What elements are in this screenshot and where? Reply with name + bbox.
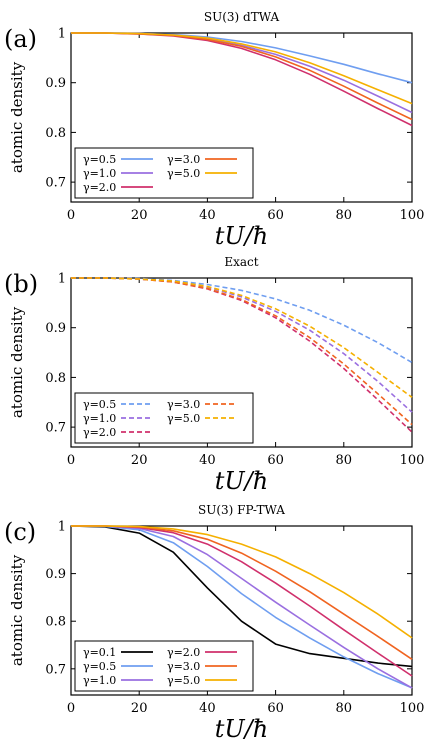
y-tick-label: 0.9 <box>45 567 66 582</box>
legend-entry-label: γ=1.0 <box>83 412 116 425</box>
y-tick-label: 0.8 <box>45 371 66 386</box>
y-tick-label: 1 <box>58 272 66 287</box>
legend-entry-label: γ=3.0 <box>167 153 200 166</box>
y-tick-label: 1 <box>58 520 66 535</box>
x-tick-label: 60 <box>267 453 284 468</box>
panel-label: (b) <box>4 270 38 298</box>
series-line-0 <box>70 525 413 668</box>
y-axis-label: atomic density <box>8 306 26 418</box>
y-tick-label: 0.7 <box>45 176 66 191</box>
legend-entry-label: γ=0.5 <box>83 153 116 166</box>
legend-entry-label: γ=2.0 <box>167 646 200 659</box>
legend-entry-label: γ=5.0 <box>167 412 200 425</box>
panel-label: (a) <box>4 25 37 53</box>
panel-1: 0 20 40 60 80 100 0.7 0.8 0.9 1 (b) Exact atomic den… <box>4 255 424 495</box>
y-tick-label: 1 <box>58 27 66 42</box>
x-tick-label: 40 <box>199 208 216 223</box>
legend-entry-label: γ=1.0 <box>83 674 116 687</box>
x-tick-label: 0 <box>67 208 75 223</box>
y-tick-label: 0.9 <box>45 321 66 336</box>
panel-2: 0 20 40 60 80 100 0.7 0.8 0.9 1 (c) SU(3) FP-TWA ato… <box>4 503 424 743</box>
x-tick-label: 100 <box>400 701 425 716</box>
legend-entry-label: γ=0.5 <box>83 660 116 673</box>
legend-entry-label: γ=0.1 <box>83 646 116 659</box>
y-tick-label: 0.8 <box>45 126 66 141</box>
y-tick-label: 0.8 <box>45 615 66 630</box>
legend-entry-label: γ=3.0 <box>167 660 200 673</box>
y-tick-label: 0.7 <box>45 421 66 436</box>
series-line-0 <box>71 32 413 84</box>
legend: γ=0.5γ=1.0γ=2.0 γ=3.0γ=5.0 <box>74 392 254 444</box>
x-tick-label: 80 <box>336 208 353 223</box>
legend: γ=0.1γ=0.5γ=1.0 γ=2.0γ=3.0γ=5.0 <box>74 640 254 692</box>
x-tick-label: 0 <box>67 701 75 716</box>
x-tick-label: 0 <box>67 453 75 468</box>
legend: γ=0.5γ=1.0γ=2.0 γ=3.0γ=5.0 <box>74 147 254 199</box>
x-tick-label: 20 <box>131 701 148 716</box>
x-tick-label: 80 <box>336 453 353 468</box>
x-tick-label: 40 <box>199 453 216 468</box>
x-tick-label: 100 <box>400 453 425 468</box>
plot-frame <box>70 525 413 696</box>
series-line-1 <box>70 525 413 689</box>
x-tick-label: 60 <box>267 208 284 223</box>
panel-title: Exact <box>224 255 258 269</box>
x-tick-label: 60 <box>267 701 284 716</box>
panel-0: 0 20 40 60 80 100 0.7 0.8 0.9 1 (a) SU(3) dTWA atomi… <box>4 10 424 250</box>
y-tick-label: 0.9 <box>45 76 66 91</box>
plot-frame <box>70 32 413 203</box>
x-tick-label: 100 <box>400 208 425 223</box>
legend-entry-label: γ=1.0 <box>83 167 116 180</box>
series-line-5 <box>71 525 413 639</box>
y-axis-label: atomic density <box>8 61 26 173</box>
plot-frame <box>70 277 413 448</box>
panel-label: (c) <box>4 518 36 546</box>
legend-entry-label: γ=5.0 <box>167 674 200 687</box>
series-line-4 <box>71 277 413 398</box>
legend-entry-label: γ=3.0 <box>167 398 200 411</box>
x-tick-label: 20 <box>131 453 148 468</box>
series-line-0 <box>71 277 413 364</box>
panel-title: SU(3) dTWA <box>204 10 280 24</box>
legend-entry-label: γ=2.0 <box>83 426 116 439</box>
x-tick-label: 40 <box>199 701 216 716</box>
x-axis-label: tU/ħ <box>215 222 268 250</box>
series-line-1 <box>71 277 413 413</box>
legend-entry-label: γ=5.0 <box>167 167 200 180</box>
series-line-4 <box>71 32 413 105</box>
y-axis-label: atomic density <box>8 554 26 666</box>
x-axis-label: tU/ħ <box>215 467 268 495</box>
panel-title: SU(3) FP-TWA <box>198 503 285 517</box>
y-tick-label: 0.7 <box>45 662 66 677</box>
legend-entry-label: γ=0.5 <box>83 398 116 411</box>
x-axis-label: tU/ħ <box>215 715 268 743</box>
legend-entry-label: γ=2.0 <box>83 181 116 194</box>
x-tick-label: 20 <box>131 208 148 223</box>
x-tick-label: 80 <box>336 701 353 716</box>
series-line-3 <box>71 32 413 121</box>
